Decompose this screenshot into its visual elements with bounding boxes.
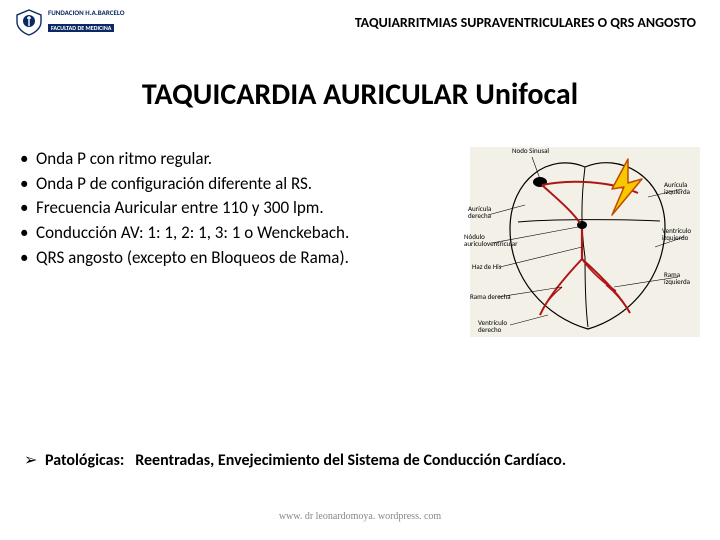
diagram-label: Rama derecha bbox=[470, 293, 511, 300]
diagram-label: Aurícula izquierda bbox=[664, 181, 700, 195]
diagram-label: Haz de His bbox=[472, 263, 502, 270]
logo-text-bottom: FACULTAD DE MEDICINA bbox=[48, 24, 114, 32]
bullet-item: QRS angosto (excepto en Bloqueos de Rama… bbox=[18, 246, 458, 271]
arrow-icon: ➢ bbox=[24, 451, 37, 470]
diagram-label: Rama izquierda bbox=[664, 271, 700, 285]
diagram-label: Ventrículo derecho bbox=[478, 319, 518, 333]
header-title: TAQUIARRITMIAS SUPRAVENTRICULARES O QRS … bbox=[184, 14, 706, 31]
logo-emblem-icon bbox=[14, 8, 44, 36]
pathologies-label: Patológicas: bbox=[45, 451, 124, 470]
bullet-item: Frecuencia Auricular entre 110 y 300 lpm… bbox=[18, 196, 458, 221]
bullet-list: Onda P con ritmo regular. Onda P de conf… bbox=[18, 147, 468, 337]
content-row: Onda P con ritmo regular. Onda P de conf… bbox=[0, 147, 720, 337]
pathologies-note: ➢ Patológicas: Reentradas, Envejecimient… bbox=[24, 450, 566, 470]
pathologies-text: Reentradas, Envejecimiento del Sistema d… bbox=[135, 451, 566, 470]
bullet-item: Conducción AV: 1: 1, 2: 1, 3: 1 o Wencke… bbox=[18, 221, 458, 246]
heart-conduction-diagram: Nodo Sinusal Aurícula izquierda Aurícula… bbox=[468, 147, 702, 337]
header-bar: FUNDACION H.A.BARCELO FACULTAD DE MEDICI… bbox=[0, 0, 720, 40]
footer-url: www. dr leonardomoya. wordpress. com bbox=[0, 511, 720, 522]
institution-logo: FUNDACION H.A.BARCELO FACULTAD DE MEDICI… bbox=[14, 8, 184, 36]
diagram-label: Nodo Sinusal bbox=[512, 147, 549, 154]
bullet-item: Onda P con ritmo regular. bbox=[18, 147, 458, 172]
bullet-item: Onda P de configuración diferente al RS. bbox=[18, 172, 458, 197]
logo-text-top: FUNDACION H.A.BARCELO bbox=[48, 9, 124, 16]
diagram-label: Aurícula derecha bbox=[468, 205, 498, 219]
diagram-label: Ventrículo izquierdo bbox=[662, 227, 702, 241]
diagram-label: Nódulo auriculoventricular bbox=[464, 233, 504, 247]
main-title: TAQUICARDIA AURICULAR Unifocal bbox=[0, 76, 720, 113]
